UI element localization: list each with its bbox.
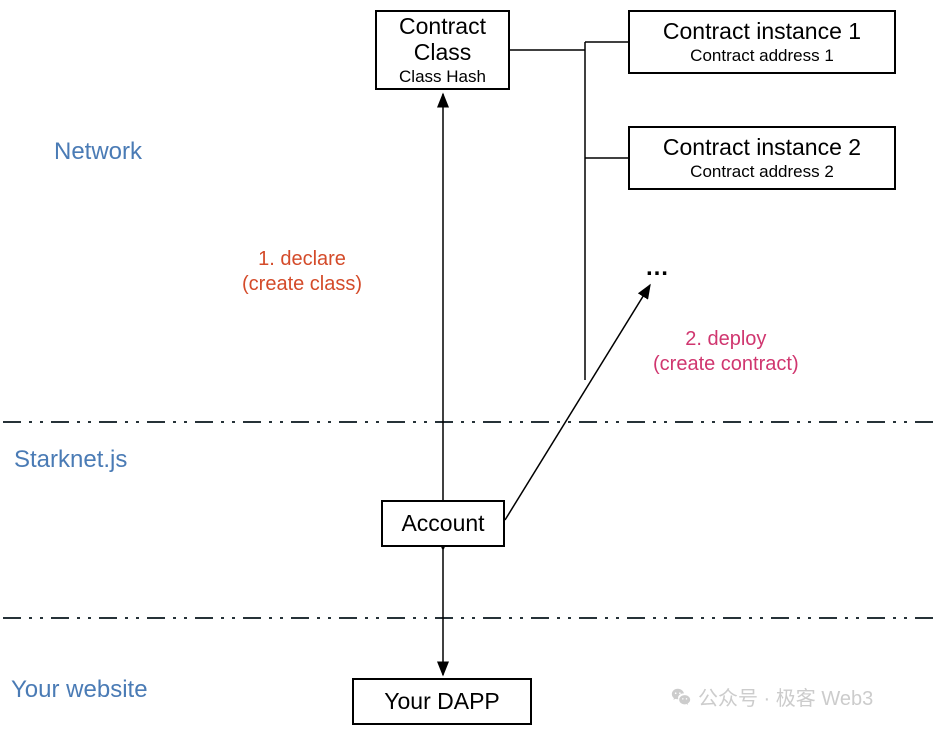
wechat-icon: [670, 686, 692, 708]
contract-class-title2: Class: [414, 39, 472, 65]
box-dapp: Your DAPP: [352, 678, 532, 725]
watermark: 公众号 · 极客 Web3: [670, 682, 873, 711]
box-instance-2: Contract instance 2 Contract address 2: [628, 126, 896, 190]
instance2-title: Contract instance 2: [663, 134, 861, 160]
contract-class-subtitle: Class Hash: [399, 67, 486, 87]
instance1-subtitle: Contract address 1: [690, 46, 834, 66]
annotation-deploy: 2. deploy (create contract): [653, 327, 799, 377]
watermark-text: 公众号 · 极客 Web3: [698, 682, 873, 711]
section-label-website: Your website: [11, 676, 148, 704]
arrow-deploy: [505, 285, 650, 520]
box-contract-class: Contract Class Class Hash: [375, 10, 510, 90]
box-instance-1: Contract instance 1 Contract address 1: [628, 10, 896, 74]
deploy-line1: 2. deploy: [653, 327, 799, 352]
contract-class-title1: Contract: [399, 13, 486, 39]
account-title: Account: [401, 510, 484, 536]
section-label-network: Network: [54, 138, 142, 166]
annotation-declare: 1. declare (create class): [242, 247, 362, 297]
box-account: Account: [381, 500, 505, 547]
instance2-subtitle: Contract address 2: [690, 162, 834, 182]
dapp-title: Your DAPP: [384, 688, 500, 714]
section-label-starknet: Starknet.js: [14, 446, 127, 474]
ellipsis: …: [645, 254, 669, 282]
instance1-title: Contract instance 1: [663, 18, 861, 44]
deploy-line2: (create contract): [653, 352, 799, 377]
declare-line2: (create class): [242, 272, 362, 297]
declare-line1: 1. declare: [242, 247, 362, 272]
